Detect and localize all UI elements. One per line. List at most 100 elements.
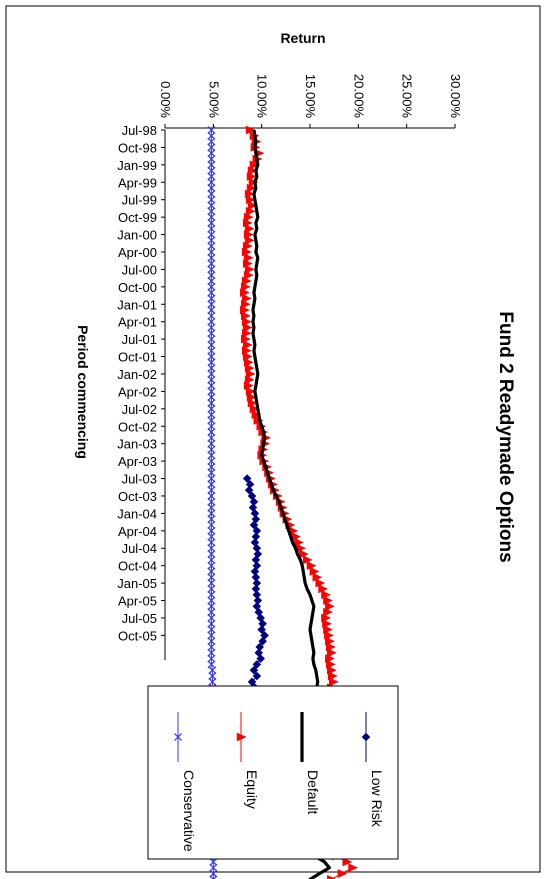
equity-point [326, 660, 336, 669]
equity-point [337, 869, 348, 878]
conservative-point [207, 178, 216, 187]
equity-point [240, 299, 251, 309]
equity-point [327, 648, 337, 658]
conservative-point [207, 538, 216, 547]
conservative-point [207, 625, 216, 634]
conservative-point [207, 445, 216, 454]
legend-label-conservative: Conservative [181, 770, 197, 852]
conservative-point [207, 550, 216, 558]
legend-marker-equity [236, 732, 247, 742]
equity-point [247, 201, 258, 210]
low-risk-point [252, 660, 262, 669]
conservative-point [208, 666, 217, 675]
conservative-point [207, 358, 216, 367]
conservative-point [207, 259, 216, 268]
equity-point [242, 352, 253, 361]
conservative-point [209, 858, 218, 866]
conservative-point [207, 521, 216, 529]
equity-point [244, 235, 255, 245]
conservative-point [207, 399, 216, 407]
date-tick-label: Jul-01 [122, 332, 157, 347]
conservative-point [207, 457, 216, 466]
conservative-point [207, 375, 216, 384]
equity-point [244, 363, 255, 373]
legend-marker-conservative [174, 733, 182, 741]
x-axis-title: Period commencing [75, 325, 91, 459]
equity-point [321, 613, 332, 623]
conservative-point [207, 439, 216, 448]
conservative-point [207, 271, 216, 280]
equity-point [328, 677, 339, 687]
date-tick-label: Jan-04 [117, 506, 157, 521]
conservative-point [207, 584, 216, 593]
low-risk-point [258, 636, 267, 646]
conservative-point [207, 236, 216, 245]
conservative-point [207, 468, 216, 477]
conservative-point [207, 555, 216, 564]
low-risk-point [252, 671, 262, 681]
low-risk-point [257, 625, 267, 634]
equity-point [244, 375, 255, 385]
conservative-point [207, 282, 216, 291]
legend-label-equity: Equity [244, 770, 260, 809]
conservative-point [207, 219, 216, 227]
equity-point [243, 212, 254, 222]
equity-point [244, 265, 255, 274]
conservative-point [207, 265, 216, 274]
equity-point [324, 630, 334, 640]
date-tick-label: Jan-99 [117, 158, 157, 173]
equity-point [327, 874, 337, 879]
value-tick-label: 5.00% [206, 81, 221, 118]
equity-point [315, 578, 326, 588]
conservative-point [207, 195, 216, 204]
conservative-point [207, 643, 216, 651]
date-tick-label: Jul-03 [122, 472, 157, 487]
conservative-point [207, 346, 216, 355]
date-tick-label: Apr-02 [118, 384, 157, 399]
equity-point [306, 561, 317, 571]
equity-point [242, 241, 253, 251]
conservative-point [207, 451, 216, 460]
equity-point [312, 572, 323, 582]
conservative-point [207, 579, 216, 588]
equity-point [242, 323, 253, 332]
equity-point [245, 206, 256, 216]
conservative-point [207, 428, 216, 436]
conservative-point [207, 137, 216, 146]
conservative-point [207, 480, 216, 489]
value-tick-label: 25.00% [400, 74, 415, 119]
conservative-point [207, 474, 216, 483]
date-tick-label: Apr-04 [118, 524, 157, 539]
conservative-point [207, 230, 216, 239]
conservative-point [207, 404, 216, 413]
conservative-point [207, 277, 216, 285]
low-risk-point [249, 520, 259, 530]
date-tick-label: Jan-05 [117, 576, 157, 591]
conservative-point [207, 329, 216, 338]
conservative-point [207, 126, 216, 134]
conservative-point [207, 509, 216, 518]
date-tick-label: Jul-04 [122, 541, 157, 556]
equity-point [325, 636, 335, 646]
date-tick-label: Jul-99 [122, 193, 157, 208]
date-tick-label: Jan-00 [117, 228, 157, 243]
date-tick-label: Oct-01 [118, 350, 157, 365]
legend: Low Risk Default Equity Conservative [147, 685, 399, 860]
conservative-point [209, 869, 218, 878]
equity-point [243, 357, 254, 367]
conservative-point [207, 207, 216, 216]
conservative-point [207, 149, 216, 158]
conservative-point [207, 492, 216, 500]
equity-point [244, 224, 255, 234]
equity-point [246, 392, 257, 402]
equity-point [241, 317, 252, 327]
equity-point [325, 654, 335, 664]
conservative-point [207, 143, 216, 152]
conservative-point [207, 503, 216, 512]
equity-point [325, 601, 335, 611]
equity-point [327, 671, 338, 681]
conservative-point [207, 201, 216, 210]
conservative-point [208, 672, 217, 680]
conservative-point [207, 288, 216, 297]
conservative-point [207, 497, 216, 506]
